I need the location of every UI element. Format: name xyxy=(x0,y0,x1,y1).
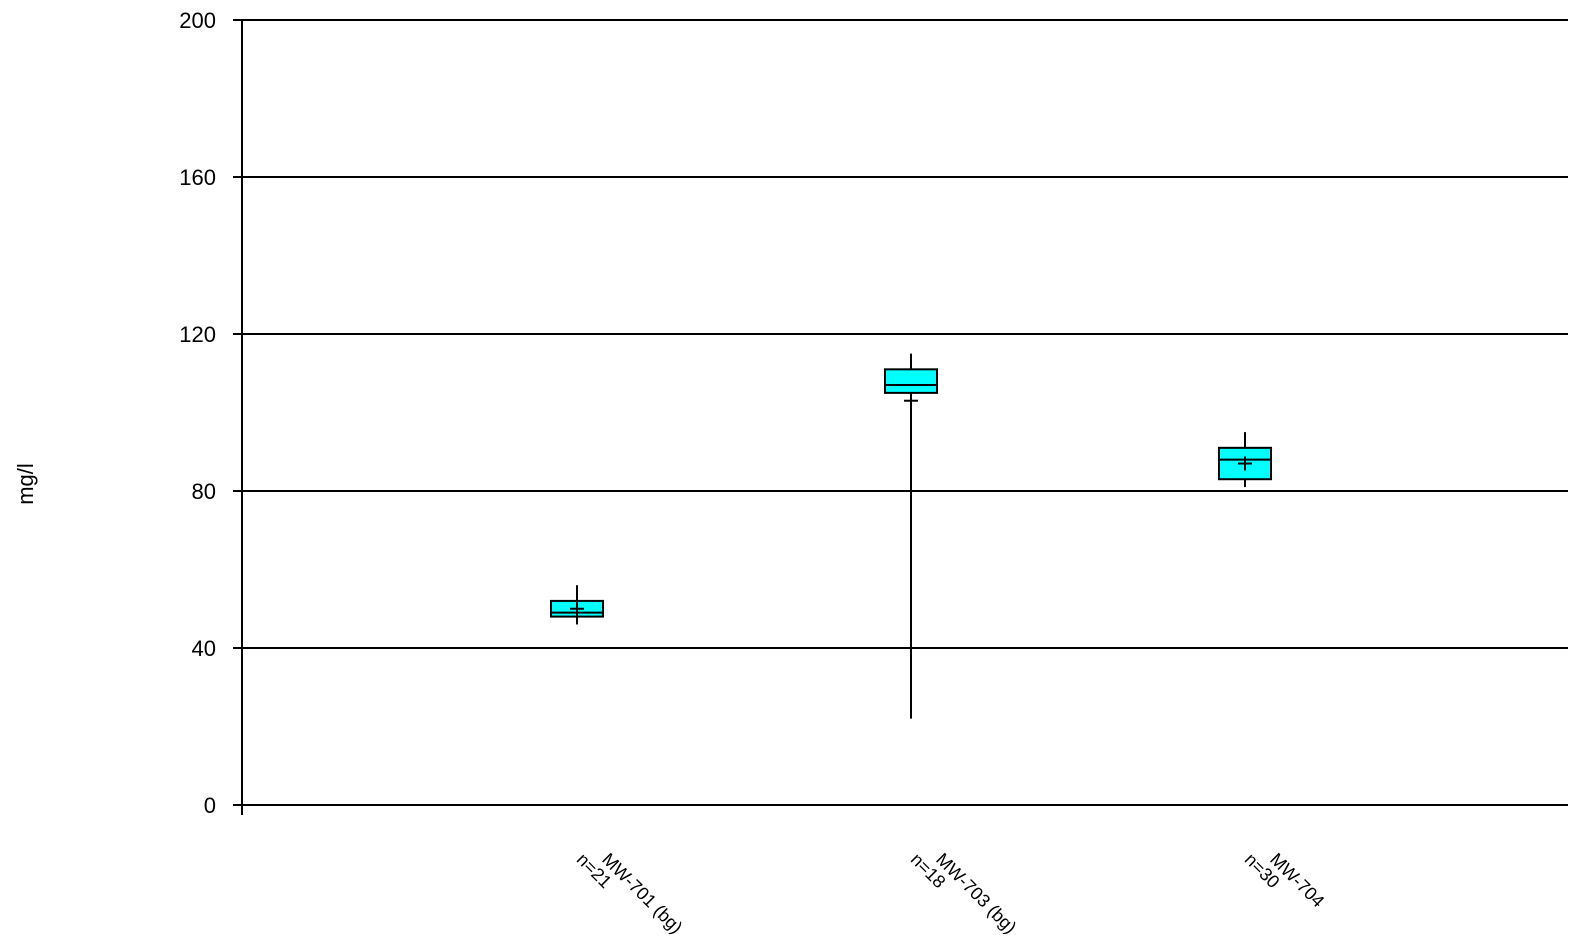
category-label-1: MW-701 (bg)n=21 xyxy=(573,849,687,937)
y-tick-label-80: 80 xyxy=(192,479,216,504)
y-tick-label-200: 200 xyxy=(179,8,216,33)
grid-lines xyxy=(242,19,1568,649)
iqr-box-2 xyxy=(884,368,938,394)
boxes xyxy=(550,353,1272,719)
category-label-2: MW-703 (bg)n=18 xyxy=(907,849,1021,937)
category-name-2: MW-703 (bg) xyxy=(932,849,1020,937)
y-tick-label-120: 120 xyxy=(179,322,216,347)
y-tick-label-0: 0 xyxy=(204,793,216,818)
y-tick-labels: 0 40 80 120 160 200 xyxy=(179,8,242,818)
box-1 xyxy=(550,585,604,625)
y-axis-title: mg/l xyxy=(13,463,38,505)
category-name-1: MW-701 (bg) xyxy=(598,849,686,937)
box-2 xyxy=(884,353,938,719)
box-3 xyxy=(1218,432,1272,488)
y-tick-label-40: 40 xyxy=(192,636,216,661)
axes xyxy=(241,20,1568,815)
y-tick-label-160: 160 xyxy=(179,165,216,190)
